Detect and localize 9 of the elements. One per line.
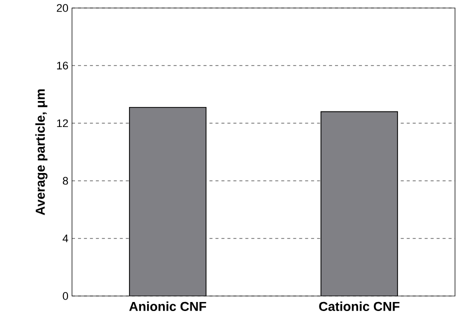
y-tick-label: 20 (56, 4, 68, 12)
y-tick-label: 16 (57, 62, 68, 70)
y-tick-label: 4 (62, 234, 68, 242)
y-tick-label: 8 (62, 176, 68, 185)
y-tick-label: 0 (62, 292, 68, 300)
y-tick-label: 12 (57, 119, 68, 128)
y-axis-title: Average particle, μm (35, 89, 48, 216)
x-tick-label: Cationic CNF (319, 302, 400, 312)
x-tick-label: Anionic CNF (129, 302, 206, 312)
